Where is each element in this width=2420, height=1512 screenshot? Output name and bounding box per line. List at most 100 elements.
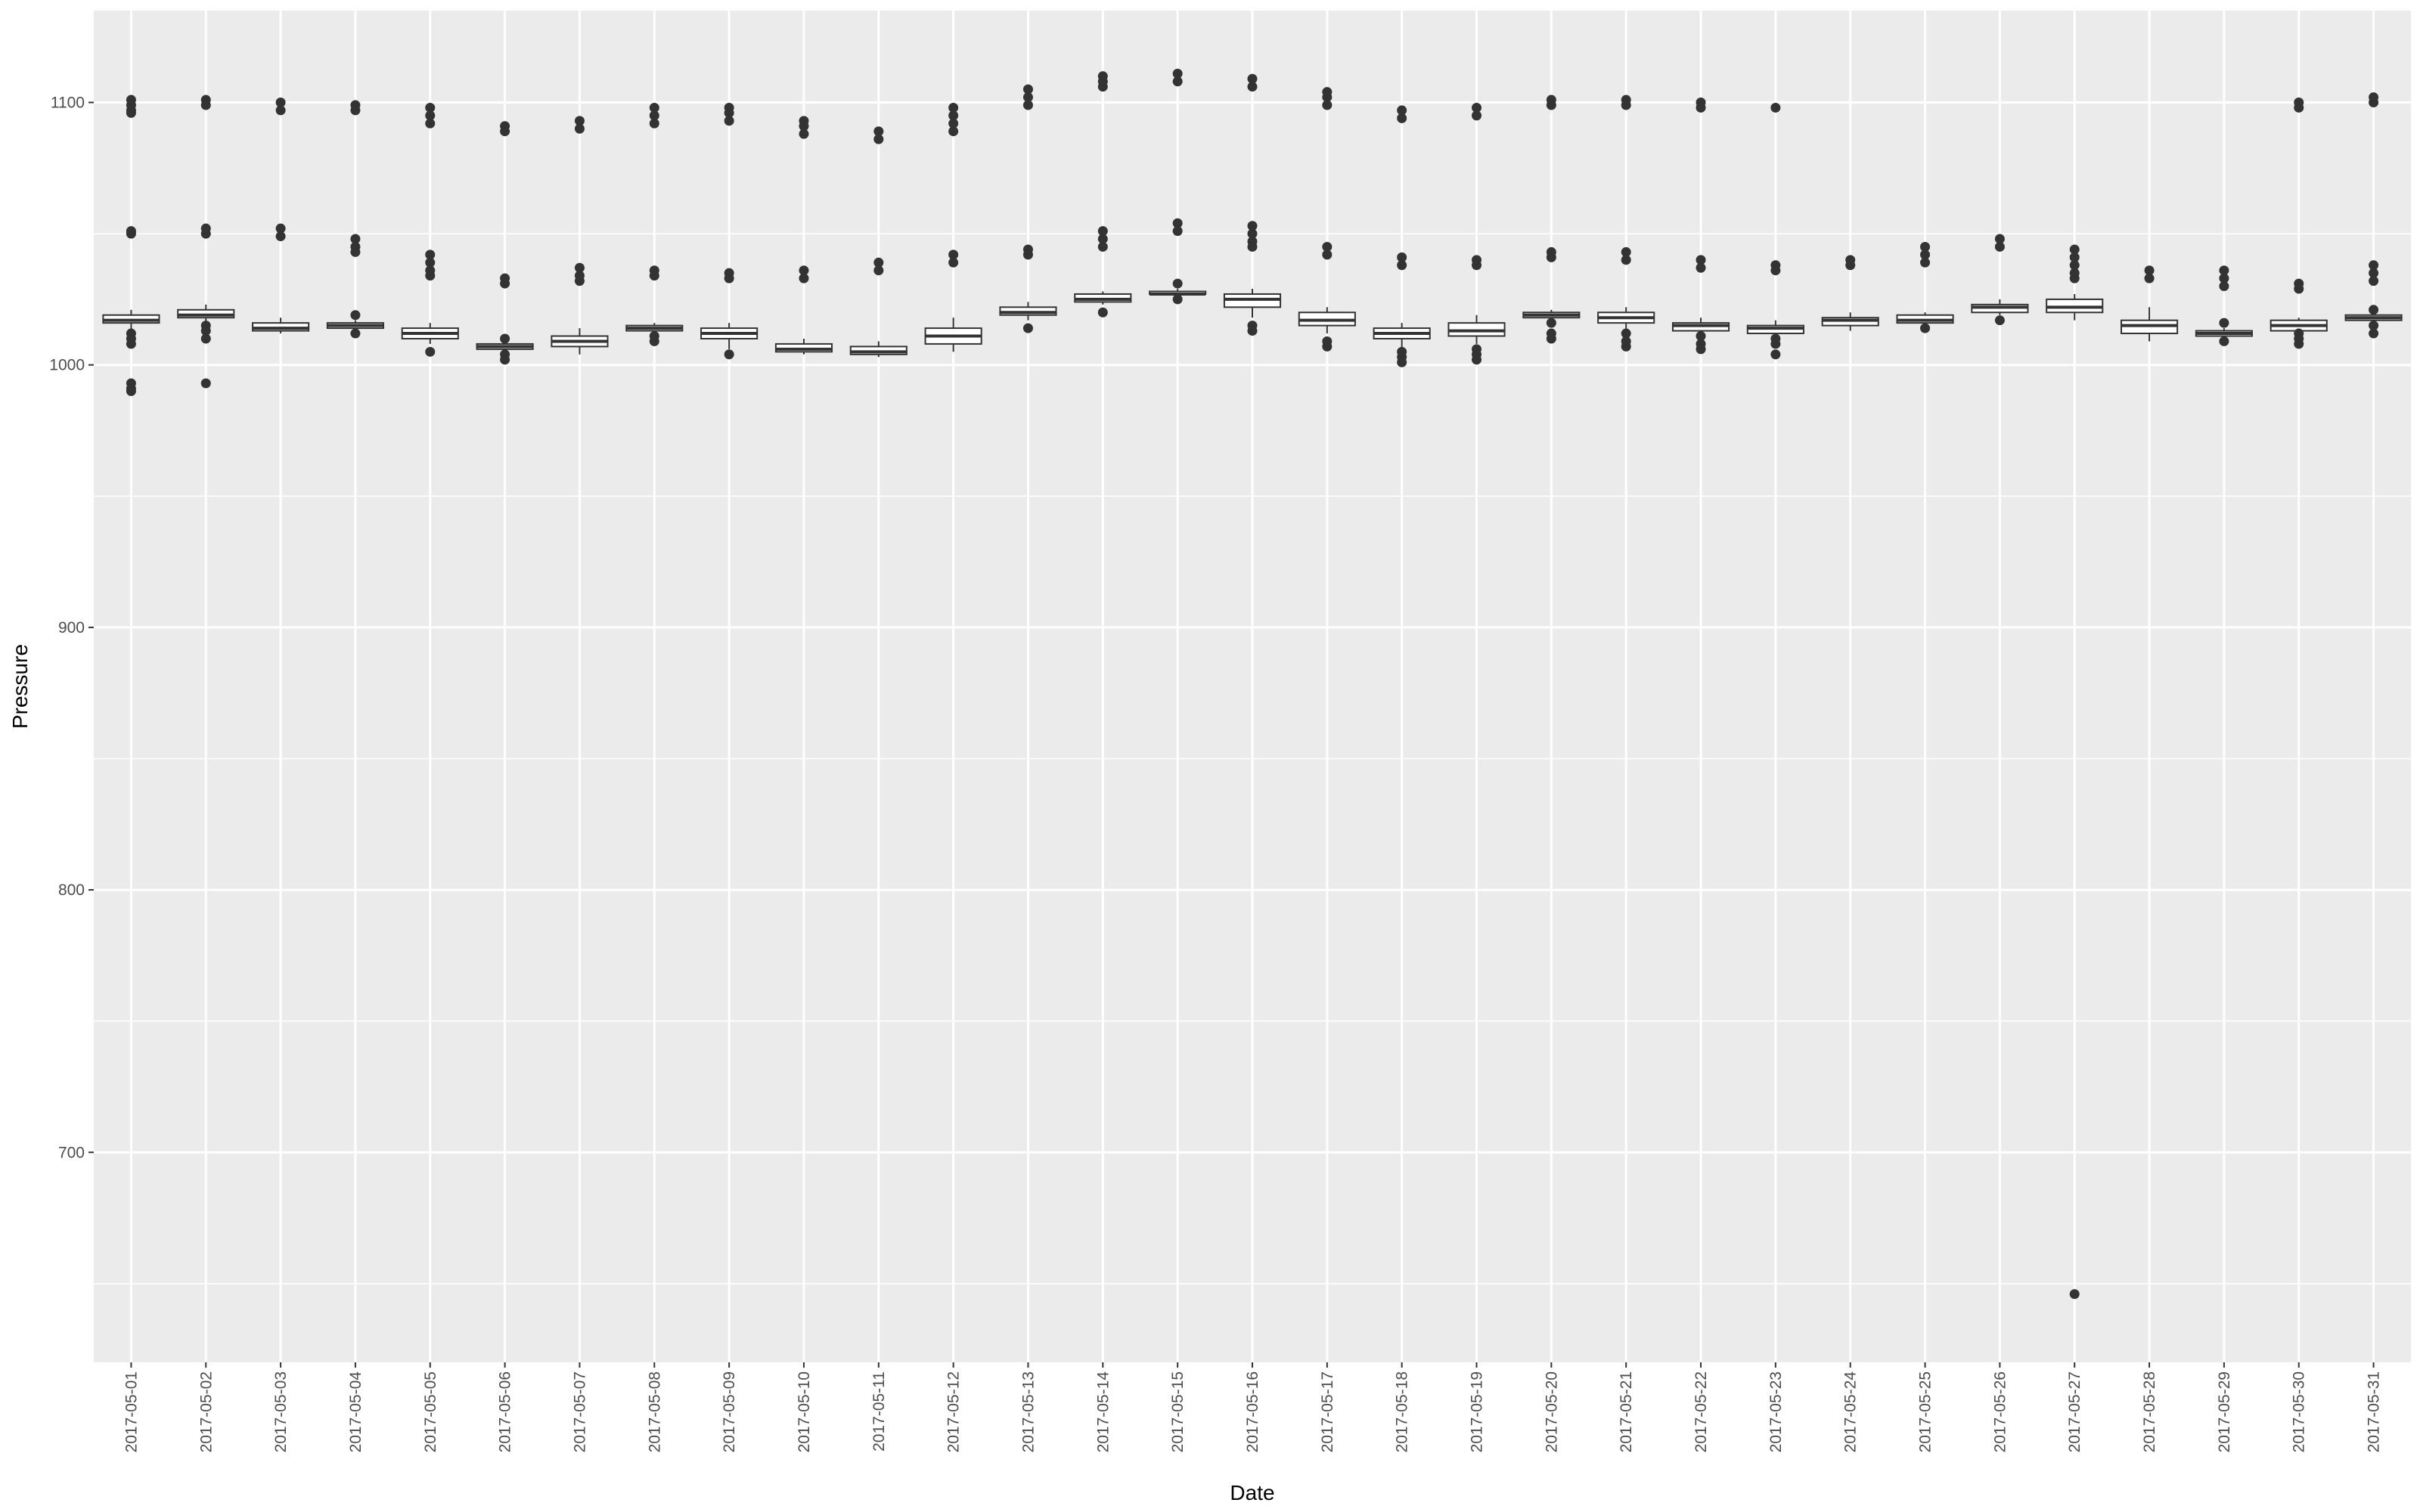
outlier-point	[275, 98, 286, 108]
box-2017-05-03	[252, 98, 310, 334]
outlier-point	[724, 349, 734, 360]
box-2017-05-02	[177, 94, 235, 389]
outlier-point	[2369, 98, 2379, 108]
box-2017-05-18	[1373, 105, 1431, 367]
outlier-point	[2294, 284, 2304, 294]
outlier-point	[350, 234, 361, 244]
outlier-point	[873, 257, 884, 268]
outlier-point	[1770, 349, 1781, 360]
outlier-point	[1322, 341, 1333, 352]
outlier-point	[500, 333, 510, 344]
outlier-point	[1472, 110, 1482, 121]
outlier-point	[649, 271, 659, 281]
outlier-point	[1022, 84, 1033, 94]
x-tick-label: 2017-05-17	[1319, 1371, 1336, 1452]
outlier-point	[1322, 249, 1333, 260]
outlier-point	[1994, 234, 2005, 244]
outlier-point	[1097, 226, 1108, 237]
box-2017-05-13	[999, 84, 1057, 333]
outlier-point	[200, 228, 211, 239]
outlier-point	[948, 118, 959, 129]
box-2017-05-28	[2121, 265, 2179, 342]
outlier-point	[2069, 273, 2080, 284]
box-2017-05-15	[1149, 68, 1207, 305]
outlier-point	[1247, 82, 1258, 92]
box-2017-05-07	[551, 116, 609, 355]
x-tick-label: 2017-05-03	[272, 1371, 290, 1452]
outlier-point	[2369, 276, 2379, 287]
outlier-point	[574, 276, 585, 287]
x-tick-label: 2017-05-09	[721, 1371, 738, 1452]
outlier-point	[1994, 315, 2005, 326]
x-tick-label: 2017-05-02	[197, 1371, 215, 1452]
outlier-point	[1397, 260, 1407, 271]
outlier-point	[649, 110, 659, 121]
outlier-point	[724, 273, 734, 284]
outlier-point	[1322, 100, 1333, 110]
outlier-point	[1920, 249, 1931, 260]
box-2017-05-04	[326, 100, 385, 339]
outlier-point	[350, 105, 361, 116]
box-2017-05-05	[401, 102, 459, 357]
x-tick-label: 2017-05-11	[870, 1371, 888, 1452]
x-tick-label: 2017-05-28	[2141, 1371, 2158, 1452]
outlier-point	[1770, 102, 1781, 113]
outlier-point	[1770, 265, 1781, 276]
outlier-point	[1472, 260, 1482, 271]
outlier-point	[1770, 339, 1781, 349]
outlier-point	[1621, 341, 1631, 352]
outlier-point	[1172, 76, 1183, 87]
outlier-point	[2144, 273, 2155, 284]
outlier-point	[1172, 68, 1183, 79]
x-tick-label: 2017-05-22	[1692, 1371, 1710, 1452]
outlier-point	[1247, 73, 1258, 84]
outlier-point	[948, 249, 959, 260]
outlier-point	[1322, 92, 1333, 103]
outlier-point	[2069, 260, 2080, 271]
outlier-point	[1172, 278, 1183, 289]
box-2017-05-14	[1074, 71, 1132, 318]
outlier-point	[425, 118, 436, 129]
outlier-point	[1920, 241, 1931, 252]
outlier-point	[2369, 268, 2379, 278]
box-2017-05-24	[1821, 255, 1879, 331]
box-2017-05-23	[1746, 102, 1804, 360]
x-tick-label: 2017-05-14	[1094, 1371, 1112, 1453]
x-tick-label: 2017-05-27	[2066, 1371, 2083, 1452]
box-2017-05-09	[700, 102, 759, 360]
outlier-point	[126, 339, 136, 349]
outlier-point	[724, 116, 734, 126]
outlier-point	[1397, 252, 1407, 262]
x-tick-label: 2017-05-08	[646, 1371, 663, 1452]
box-2017-05-25	[1896, 241, 1954, 333]
box-2017-05-29	[2195, 265, 2253, 346]
outlier-point	[2069, 252, 2080, 262]
outlier-point	[1097, 82, 1108, 92]
outlier-point	[574, 116, 585, 126]
x-tick-label: 2017-05-30	[2291, 1371, 2308, 1452]
outlier-point	[2219, 265, 2229, 276]
outlier-point	[2219, 318, 2229, 328]
outlier-point	[799, 129, 809, 139]
outlier-point	[1546, 318, 1556, 328]
outlier-point	[425, 110, 436, 121]
outlier-point	[1845, 260, 1856, 271]
x-tick-label: 2017-05-18	[1394, 1371, 1411, 1452]
outlier-point	[200, 326, 211, 336]
box-2017-05-26	[1971, 234, 2029, 326]
outlier-point	[1397, 105, 1407, 116]
y-tick-label: 900	[58, 619, 85, 637]
box-2017-05-06	[476, 121, 534, 365]
outlier-point	[1472, 102, 1482, 113]
outlier-point	[1621, 246, 1631, 257]
box-2017-05-08	[625, 102, 684, 346]
outlier-point	[500, 278, 510, 289]
outlier-point	[1696, 331, 1706, 342]
outlier-point	[200, 333, 211, 344]
outlier-point	[1022, 249, 1033, 260]
x-tick-label: 2017-05-31	[2366, 1371, 2383, 1452]
outlier-point	[1022, 100, 1033, 110]
outlier-point	[2369, 321, 2379, 331]
box-2017-05-21	[1597, 94, 1655, 352]
outlier-point	[2369, 260, 2379, 271]
